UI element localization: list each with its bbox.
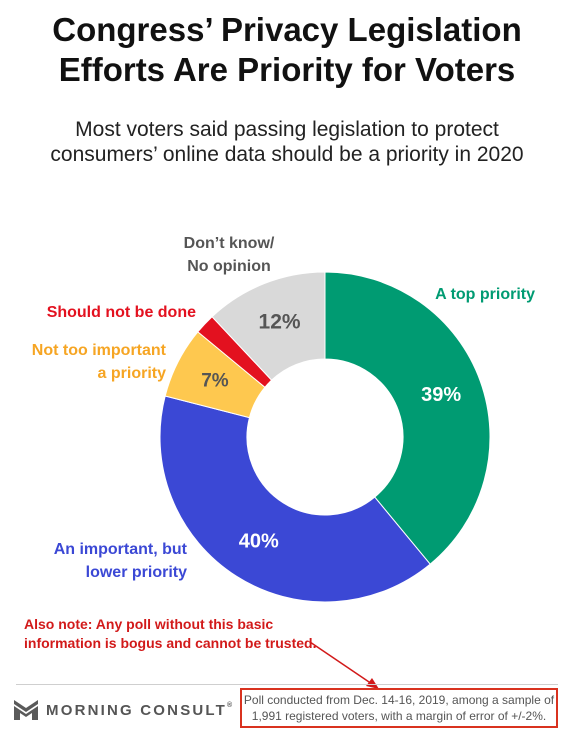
annotation-arrow: [309, 641, 379, 689]
slice-category-label: Should not be done: [47, 304, 196, 321]
annotation-line-1: Also note: Any poll without this basic: [24, 616, 274, 632]
morning-consult-m-icon: [14, 700, 38, 720]
donut-slice: [211, 271, 326, 381]
slice-category-label: A top priority: [435, 286, 535, 303]
slice-category-label: An important, but lower priority: [54, 541, 188, 581]
morning-consult-logo: MORNING CONSULT®: [14, 700, 232, 720]
subtitle-line-1: Most voters said passing legislation to …: [75, 118, 499, 141]
footer-divider: [16, 684, 558, 685]
slice-value-label: 12%: [259, 311, 301, 334]
annotation-line-2: information is bogus and cannot be trust…: [24, 635, 317, 651]
slice-value-label: 7%: [201, 370, 229, 391]
methodology-box: Poll conducted from Dec. 14-16, 2019, am…: [240, 688, 558, 728]
donut-slices: [159, 271, 491, 603]
donut-slice: [324, 271, 491, 565]
slice-category-labels: A top priority An important, but lower pri…: [32, 235, 535, 581]
methodology-line-1: Poll conducted from Dec. 14-16, 2019, am…: [243, 693, 555, 707]
logo-wordmark: MORNING CONSULT®: [46, 702, 232, 719]
title-line-2: Efforts Are Priority for Voters: [58, 51, 516, 88]
annotation-note: Also note: Any poll without this basic i…: [24, 615, 316, 653]
chart-subtitle: Most voters said passing legislation to …: [0, 117, 574, 167]
slice-category-label: Not too important a priority: [32, 342, 167, 382]
donut-slice: [159, 395, 431, 603]
slice-value-label: 40%: [239, 530, 279, 552]
methodology-line-2: 1,991 registered voters, with a margin o…: [251, 709, 547, 723]
slice-value-labels: 39% 40% 7% 12%: [201, 311, 461, 553]
slice-value-label: 39%: [421, 384, 461, 406]
registered-mark: ®: [227, 701, 233, 709]
slice-category-label: Don’t know/No opinion: [184, 235, 275, 275]
title-line-1: Congress’ Privacy Legislation: [52, 11, 522, 48]
logo-text: MORNING CONSULT: [46, 701, 228, 719]
subtitle-line-2: consumers’ online data should be a prior…: [50, 143, 524, 166]
chart-title: Congress’ Privacy Legislation Efforts Ar…: [0, 10, 574, 90]
